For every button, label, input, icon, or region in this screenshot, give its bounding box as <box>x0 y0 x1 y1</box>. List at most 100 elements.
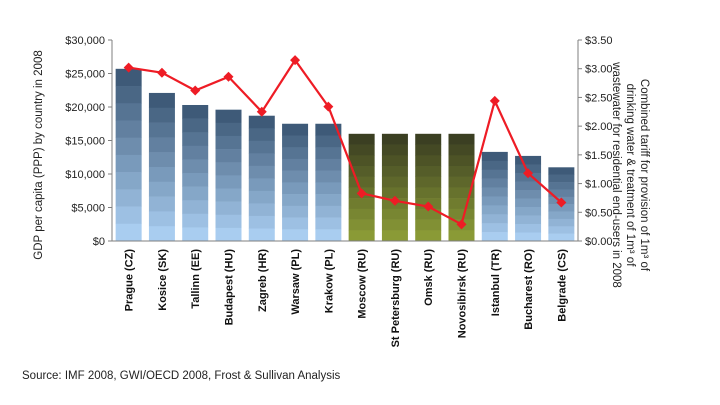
bar-band <box>381 133 408 145</box>
bar-band <box>148 92 175 109</box>
bar-band <box>182 200 209 215</box>
bar-band <box>182 118 209 133</box>
bar-band <box>548 218 575 227</box>
bar-band <box>415 187 442 199</box>
tariff-point <box>356 188 367 199</box>
bar-band <box>248 140 275 154</box>
bar-band <box>115 68 142 87</box>
bar-band <box>481 178 508 188</box>
y2-tick-label: $1.50 <box>585 150 613 162</box>
bar-band <box>215 175 242 189</box>
bar-band <box>481 169 508 179</box>
x-tick-label: Novosibirsk (RU) <box>457 249 469 339</box>
bar-band <box>248 215 275 229</box>
bar-band <box>381 144 408 156</box>
y2-tick-label: $2.50 <box>585 92 613 104</box>
tariff-point <box>423 201 434 212</box>
x-tick-label: Moscow (RU) <box>357 249 369 319</box>
tariff-point <box>123 62 134 73</box>
tariff-point <box>256 106 267 117</box>
x-tick-label: St Petersburg (RU) <box>390 249 402 348</box>
bar-band <box>148 152 175 168</box>
y-tick-label: $25,000 <box>65 69 105 81</box>
bar-band <box>215 201 242 216</box>
bar-band <box>115 137 142 156</box>
x-tick-label: Budapest (HU) <box>224 249 236 326</box>
bar-band <box>481 151 508 162</box>
bar-band <box>182 186 209 201</box>
bar-band <box>348 230 375 242</box>
bar-band <box>248 190 275 204</box>
bar-band <box>315 170 342 183</box>
bar-band <box>348 198 375 210</box>
bar-band <box>282 194 309 207</box>
bar-band <box>448 155 475 167</box>
bar <box>215 109 242 242</box>
bar-band <box>348 208 375 220</box>
bar-band <box>315 158 342 171</box>
bar-band <box>481 214 508 224</box>
bar <box>248 115 275 242</box>
bar-band <box>515 232 542 242</box>
y2-axis-title-line: drinking water & treatment of 1m³ of <box>624 84 636 268</box>
bar-band <box>381 176 408 188</box>
tariff-point <box>489 95 500 106</box>
bar-band <box>415 219 442 231</box>
bar-band <box>515 155 542 165</box>
bar <box>115 68 142 242</box>
y2-tick-label: $1.00 <box>585 179 613 191</box>
bar-band <box>315 123 342 136</box>
bar-band <box>348 219 375 231</box>
bar-band <box>415 144 442 156</box>
bar-band <box>315 147 342 160</box>
x-tick-label: Krakow (PL) <box>323 249 335 314</box>
bar <box>415 133 442 242</box>
bar-band <box>548 211 575 220</box>
tick-labels: $0 $5,000 $10,000 $15,000 $20,000 $25,000 $30,… <box>65 35 612 347</box>
bar-band <box>115 206 142 225</box>
bar-band <box>215 149 242 163</box>
bar-band <box>282 147 309 160</box>
bar-band <box>448 133 475 145</box>
bar-band <box>282 229 309 242</box>
bar-band <box>515 189 542 199</box>
bar-band <box>381 219 408 231</box>
bar-band <box>248 115 275 129</box>
bar-band <box>282 158 309 171</box>
bar-band <box>115 103 142 121</box>
bar-band <box>315 135 342 148</box>
bar-band <box>115 154 142 173</box>
bar-band <box>182 159 209 174</box>
tariff-line <box>128 58 563 226</box>
bar-band <box>348 144 375 156</box>
y2-tick-label: $2.00 <box>585 121 613 133</box>
tariff-line-series <box>123 55 567 230</box>
bar-band <box>148 196 175 212</box>
bar <box>282 123 309 242</box>
bar-band <box>182 104 209 119</box>
y-axis-title: GDP per capita (PPP) by country in 2008 <box>33 50 45 259</box>
bar-band <box>182 145 209 160</box>
bar-band <box>248 165 275 179</box>
bar-band <box>282 123 309 136</box>
bar-band <box>415 176 442 188</box>
bar-band <box>448 165 475 177</box>
bar-band <box>115 189 142 207</box>
x-tick-label: Kosice (SK) <box>157 249 169 311</box>
bar-band <box>282 170 309 183</box>
bar-band <box>481 232 508 242</box>
bar <box>348 133 375 242</box>
bar-band <box>115 86 142 104</box>
bar-band <box>548 189 575 198</box>
bar-band <box>148 211 175 227</box>
bar-band <box>515 215 542 225</box>
y-tick-label: $5,000 <box>71 203 105 215</box>
bar-band <box>348 133 375 145</box>
y2-tick-label: $3.50 <box>585 35 613 47</box>
x-tick-label: Zagreb (HR) <box>257 249 269 312</box>
bar-band <box>248 128 275 142</box>
x-tick-label: Omsk (RU) <box>423 249 435 306</box>
bar-band <box>548 226 575 234</box>
bar-band <box>515 198 542 208</box>
x-tick-label: Warsaw (PL) <box>290 249 302 315</box>
